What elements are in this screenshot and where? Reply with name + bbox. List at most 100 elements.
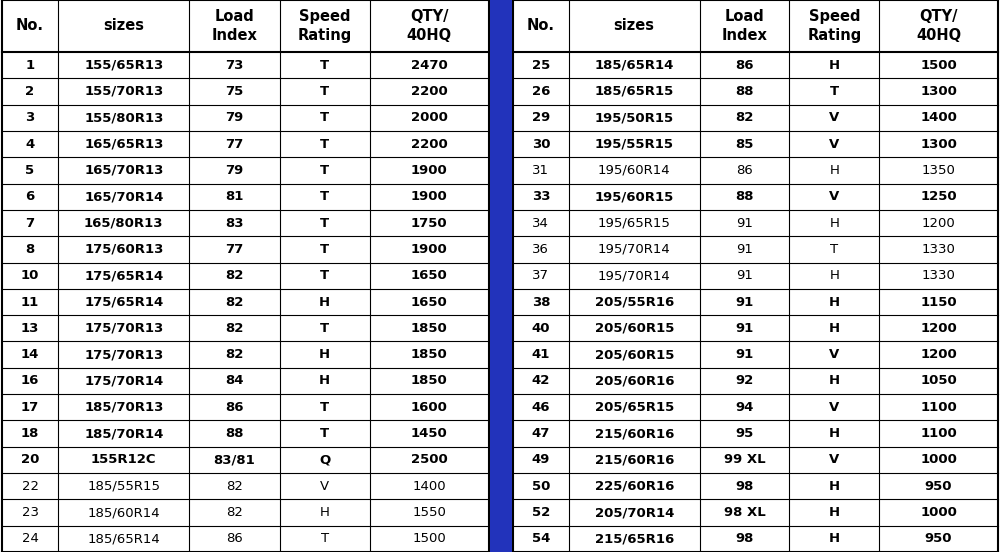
Text: 1900: 1900 bbox=[411, 243, 448, 256]
Text: 16: 16 bbox=[21, 374, 39, 388]
Text: 85: 85 bbox=[735, 137, 754, 151]
Text: H: H bbox=[829, 532, 840, 545]
Text: V: V bbox=[829, 401, 839, 414]
Text: 82: 82 bbox=[225, 269, 244, 282]
Text: 215/60R16: 215/60R16 bbox=[595, 427, 674, 440]
Text: 1600: 1600 bbox=[411, 401, 448, 414]
Text: T: T bbox=[320, 190, 329, 203]
Text: 1: 1 bbox=[25, 59, 35, 72]
Text: H: H bbox=[829, 295, 840, 309]
Text: 185/70R13: 185/70R13 bbox=[84, 401, 163, 414]
Text: 52: 52 bbox=[532, 506, 550, 519]
Text: 1500: 1500 bbox=[920, 59, 957, 72]
Text: T: T bbox=[321, 532, 329, 545]
Text: No.: No. bbox=[527, 19, 555, 34]
Text: H: H bbox=[319, 374, 330, 388]
Text: 14: 14 bbox=[21, 348, 39, 361]
Text: 4: 4 bbox=[25, 137, 35, 151]
Text: 950: 950 bbox=[925, 480, 952, 493]
Text: 2200: 2200 bbox=[411, 137, 448, 151]
Text: sizes: sizes bbox=[614, 19, 655, 34]
Text: 1900: 1900 bbox=[411, 164, 448, 177]
Text: 155/65R13: 155/65R13 bbox=[84, 59, 163, 72]
Text: 91: 91 bbox=[735, 322, 754, 335]
Text: T: T bbox=[320, 427, 329, 440]
Text: 77: 77 bbox=[225, 243, 244, 256]
Text: sizes: sizes bbox=[103, 19, 144, 34]
Text: 1650: 1650 bbox=[411, 269, 448, 282]
Text: V: V bbox=[829, 112, 839, 124]
Text: 1000: 1000 bbox=[920, 506, 957, 519]
Text: 98: 98 bbox=[735, 532, 754, 545]
Text: 10: 10 bbox=[21, 269, 39, 282]
Text: H: H bbox=[829, 59, 840, 72]
Text: T: T bbox=[320, 164, 329, 177]
Text: 81: 81 bbox=[225, 190, 244, 203]
Text: T: T bbox=[830, 243, 838, 256]
Text: 195/60R14: 195/60R14 bbox=[598, 164, 671, 177]
Text: 1750: 1750 bbox=[411, 216, 448, 230]
Text: 82: 82 bbox=[735, 112, 754, 124]
Text: 99 XL: 99 XL bbox=[724, 453, 765, 466]
Text: 33: 33 bbox=[532, 190, 550, 203]
Text: H: H bbox=[319, 348, 330, 361]
Text: 82: 82 bbox=[226, 506, 243, 519]
Text: Load
Index: Load Index bbox=[722, 9, 768, 43]
Text: 82: 82 bbox=[225, 322, 244, 335]
Text: QTY/
40HQ: QTY/ 40HQ bbox=[407, 9, 452, 43]
Text: 1000: 1000 bbox=[920, 453, 957, 466]
Text: 225/60R16: 225/60R16 bbox=[595, 480, 674, 493]
Text: 1250: 1250 bbox=[920, 190, 957, 203]
Text: 155/70R13: 155/70R13 bbox=[84, 85, 163, 98]
Text: V: V bbox=[829, 453, 839, 466]
Text: H: H bbox=[320, 506, 330, 519]
Text: V: V bbox=[320, 480, 329, 493]
Text: QTY/
40HQ: QTY/ 40HQ bbox=[916, 9, 961, 43]
Text: 205/60R16: 205/60R16 bbox=[594, 374, 674, 388]
Text: 86: 86 bbox=[736, 164, 753, 177]
Text: 1300: 1300 bbox=[920, 137, 957, 151]
Text: 950: 950 bbox=[925, 532, 952, 545]
Text: H: H bbox=[829, 427, 840, 440]
Text: 75: 75 bbox=[225, 85, 244, 98]
Text: 1330: 1330 bbox=[922, 269, 956, 282]
Text: V: V bbox=[829, 348, 839, 361]
Text: 1200: 1200 bbox=[922, 216, 955, 230]
Text: 165/80R13: 165/80R13 bbox=[84, 216, 164, 230]
Text: 30: 30 bbox=[532, 137, 550, 151]
Text: 54: 54 bbox=[532, 532, 550, 545]
Text: 1650: 1650 bbox=[411, 295, 448, 309]
Text: 73: 73 bbox=[225, 59, 244, 72]
Text: 175/70R13: 175/70R13 bbox=[84, 348, 163, 361]
Text: 1850: 1850 bbox=[411, 348, 448, 361]
Text: 5: 5 bbox=[25, 164, 35, 177]
Text: 86: 86 bbox=[226, 532, 243, 545]
Text: 36: 36 bbox=[532, 243, 549, 256]
Bar bbox=[2, 0, 489, 552]
Text: H: H bbox=[829, 164, 839, 177]
Text: 1850: 1850 bbox=[411, 322, 448, 335]
Text: 91: 91 bbox=[736, 269, 753, 282]
Text: 29: 29 bbox=[532, 112, 550, 124]
Text: 98: 98 bbox=[735, 480, 754, 493]
Text: 79: 79 bbox=[225, 164, 244, 177]
Text: T: T bbox=[320, 216, 329, 230]
Text: 1500: 1500 bbox=[412, 532, 446, 545]
Text: 1100: 1100 bbox=[920, 427, 957, 440]
Text: 38: 38 bbox=[532, 295, 550, 309]
Text: 1450: 1450 bbox=[411, 427, 448, 440]
Text: 185/65R15: 185/65R15 bbox=[595, 85, 674, 98]
Text: 91: 91 bbox=[736, 243, 753, 256]
Text: 2: 2 bbox=[25, 85, 35, 98]
Text: 185/65R14: 185/65R14 bbox=[87, 532, 160, 545]
Text: 205/60R15: 205/60R15 bbox=[595, 348, 674, 361]
Text: 20: 20 bbox=[21, 453, 39, 466]
Text: 175/60R13: 175/60R13 bbox=[84, 243, 163, 256]
Text: 41: 41 bbox=[532, 348, 550, 361]
Text: V: V bbox=[829, 137, 839, 151]
Text: 195/65R15: 195/65R15 bbox=[598, 216, 671, 230]
Text: 195/70R14: 195/70R14 bbox=[598, 269, 671, 282]
Text: T: T bbox=[320, 401, 329, 414]
Text: T: T bbox=[830, 85, 839, 98]
Text: 1400: 1400 bbox=[920, 112, 957, 124]
